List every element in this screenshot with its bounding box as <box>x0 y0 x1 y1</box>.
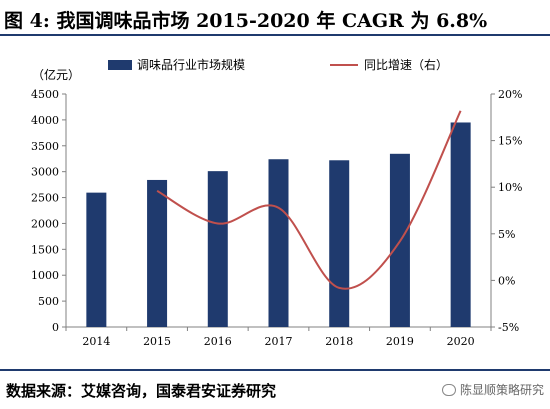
y-axis-unit-label: （亿元） <box>32 67 80 82</box>
source-bar: 数据来源：艾媒咨询，国泰君安证券研究 陈显顺策略研究 <box>0 369 550 409</box>
y-tick-label-left: 500 <box>38 295 59 308</box>
bar <box>207 171 228 327</box>
growth-line <box>156 110 462 290</box>
x-tick-label: 2014 <box>82 335 110 348</box>
bar <box>86 192 107 327</box>
x-tick-label: 2017 <box>265 335 293 348</box>
legend-label-line: 同比增速（右） <box>364 57 448 72</box>
y-tick-label-left: 2000 <box>31 217 59 230</box>
bar <box>450 122 471 327</box>
y-tick-label-left: 4500 <box>31 88 59 101</box>
x-tick-label: 2016 <box>204 335 232 348</box>
source-note: 数据来源：艾媒咨询，国泰君安证券研究 <box>6 382 277 400</box>
y-tick-label-left: 3500 <box>31 140 59 153</box>
bar <box>268 159 289 327</box>
wechat-icon <box>441 384 456 396</box>
y-tick-label-left: 3000 <box>31 166 59 179</box>
x-tick-label: 2019 <box>386 335 414 348</box>
watermark-text: 陈显顺策略研究 <box>459 383 544 397</box>
title-bar: 图 4: 我国调味品市场 2015-2020 年 CAGR 为 6.8% <box>0 0 550 36</box>
y-tick-label-right: 20% <box>498 88 522 101</box>
watermark: 陈显顺策略研究 <box>441 381 544 398</box>
page-title: 图 4: 我国调味品市场 2015-2020 年 CAGR 为 6.8% <box>4 10 488 32</box>
chart: 0 500 1000 1500 2000 2500 3000 3500 4000 4500 -5% 0… <box>31 57 522 348</box>
legend-swatch-bar <box>108 60 132 70</box>
y-tick-label-left: 0 <box>52 321 59 334</box>
x-tick-label: 2018 <box>325 335 353 348</box>
y-tick-label-left: 1500 <box>31 243 59 256</box>
x-tick-label: 2015 <box>143 335 171 348</box>
y-tick-label-left: 4000 <box>31 114 59 127</box>
y-tick-label-right: 10% <box>498 181 522 194</box>
legend-label-bar: 调味品行业市场规模 <box>137 57 245 72</box>
y-tick-label-left: 2500 <box>31 192 59 205</box>
y-tick-label-right: 5% <box>498 228 515 241</box>
bar <box>329 160 350 327</box>
x-tick-label: 2020 <box>447 335 475 348</box>
bar <box>147 179 168 327</box>
y-tick-label-right: 15% <box>498 135 522 148</box>
y-tick-label-right: 0% <box>498 274 515 287</box>
y-tick-label-right: -5% <box>498 321 519 334</box>
y-tick-label-left: 1000 <box>31 269 59 282</box>
